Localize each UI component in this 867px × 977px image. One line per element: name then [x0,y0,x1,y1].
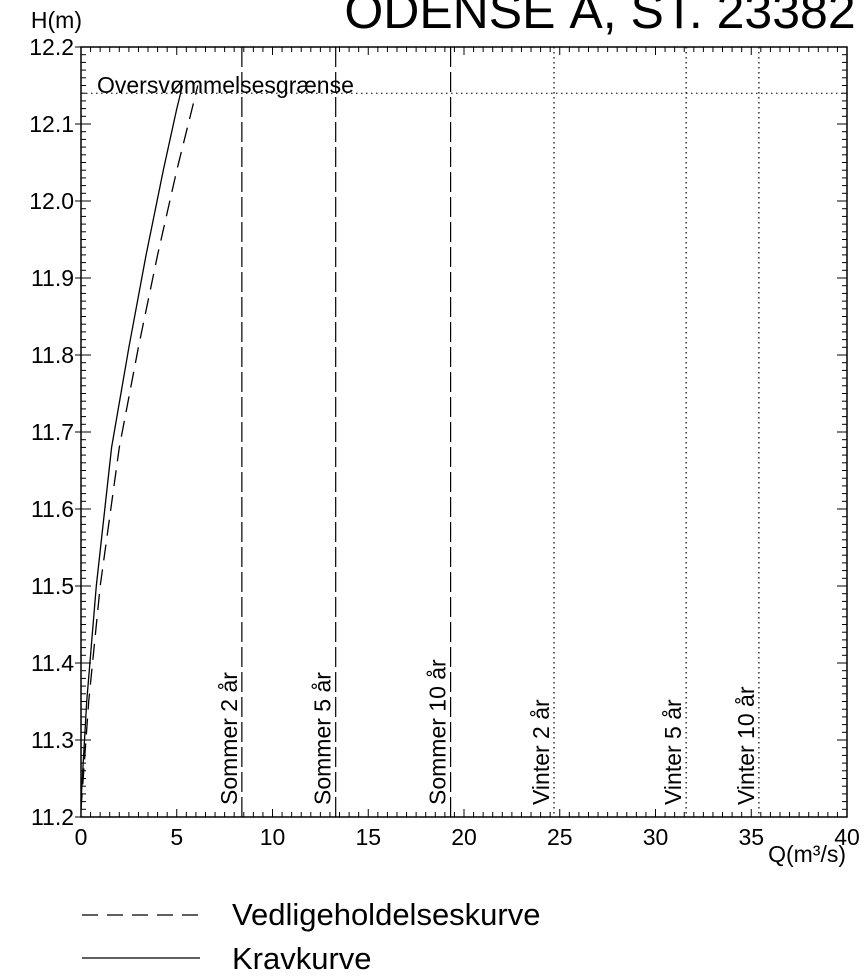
y-tick-label: 11.6 [31,496,74,522]
vline-label-sommer-5-r: Sommer 5 år [310,672,336,805]
y-tick-label: 12.2 [29,34,74,60]
series-vedligeholdelseskurve [80,85,199,810]
x-tick-label: 5 [170,824,183,850]
x-tick-label: 30 [643,824,669,850]
y-tick-label: 11.5 [31,573,74,599]
y-tick-label: 11.3 [31,727,74,753]
x-tick-label: 15 [355,824,381,850]
y-axis-label: H(m) [31,7,82,33]
y-tick-label: 11.4 [31,650,74,676]
legend-label-kravkurve: Kravkurve [232,941,372,976]
x-tick-label: 20 [451,824,477,850]
vline-label-sommer-10-r: Sommer 10 år [425,659,451,805]
y-tick-label: 11.8 [31,342,74,368]
legend-label-vedligeholdelseskurve: Vedligeholdelseskurve [232,897,541,932]
chart-title: ODENSE Å, ST. 23382 [344,0,855,39]
series-lines [80,85,199,810]
y-tick-label: 11.7 [31,419,74,445]
x-axis-label: Q(m³/s) [768,841,846,867]
x-tick-label: 25 [547,824,573,850]
vline-label-vinter-10-r: Vinter 10 år [733,686,759,805]
series-kravkurve [80,85,184,802]
tick-labels: 0 5 10 15 20 25 30 35 40 11.2 11.3 11.4 11.5 11.6 11.7… [29,34,860,850]
reference-lines: Sommer 2 år Sommer 5 år Sommer 10 år Vinter… [81,47,847,817]
x-tick-label: 10 [260,824,286,850]
vline-label-vinter-2-r: Vinter 2 år [528,699,554,805]
x-tick-label: 40 [834,824,860,850]
minor-ticks [75,46,848,818]
flood-line-label: Oversvømmelsesgrænse [97,72,354,98]
vline-label-sommer-2-r: Sommer 2 år [216,672,242,805]
y-tick-label: 12.1 [29,111,74,137]
legend: Vedligeholdelseskurve Kravkurve [82,897,541,976]
y-tick-label: 11.2 [31,804,74,830]
x-tick-label: 0 [75,824,88,850]
x-tick-label: 35 [738,824,764,850]
y-tick-label: 11.9 [31,265,74,291]
plot-frame [80,46,848,818]
y-tick-label: 12.0 [29,188,74,214]
vline-label-vinter-5-r: Vinter 5 år [660,699,686,805]
